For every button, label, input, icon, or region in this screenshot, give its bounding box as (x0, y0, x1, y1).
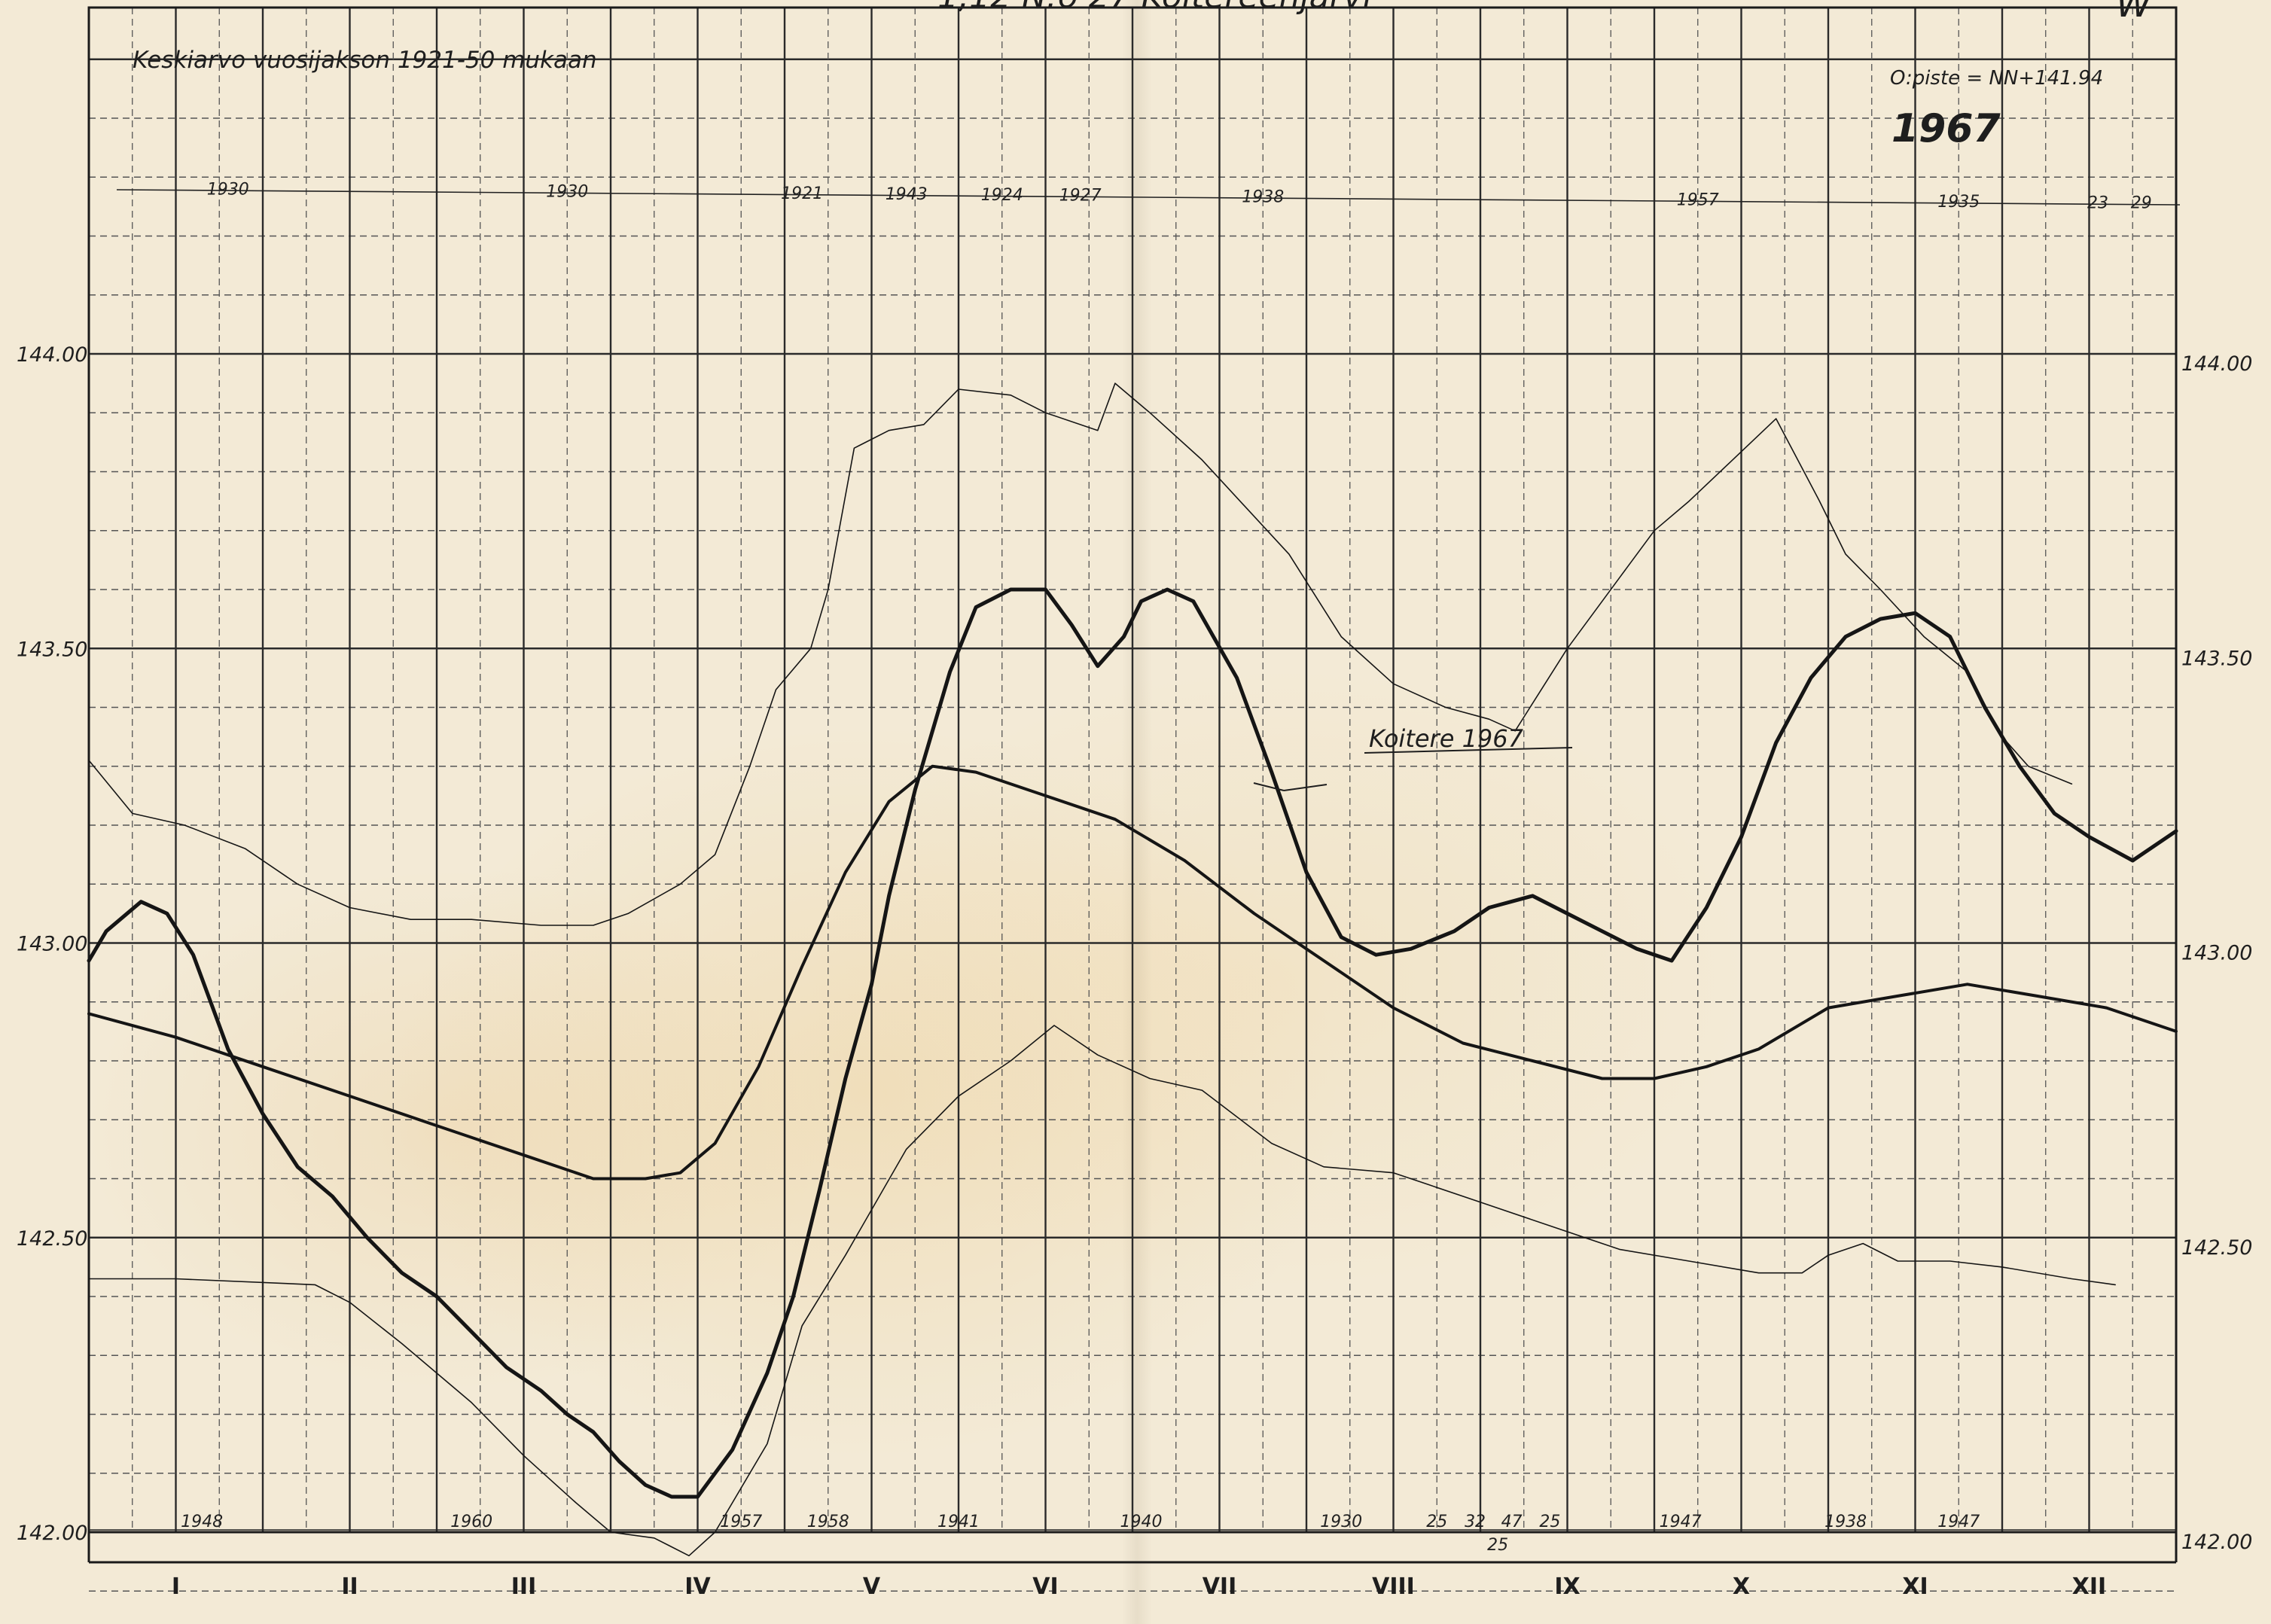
y-tick-label-left: 142.50 (17, 1227, 87, 1251)
month-label: XI (1902, 1574, 1928, 1600)
top-record-year: 1927 (1059, 187, 1102, 206)
tick-labels: 142.00 142.00 142.50 142.50 143.00 143.00 143.… (17, 343, 2252, 1600)
top-record-year: 23 (2087, 193, 2108, 212)
month-label: VII (1203, 1574, 1237, 1600)
month-label: VIII (1372, 1574, 1415, 1600)
annotation-leader (1283, 784, 1328, 791)
bottom-record-year: 25 (1426, 1513, 1447, 1531)
annotation-underline (1364, 747, 1573, 754)
chart-subtitle: Keskiarvo vuosijakson 1921-50 mukaan (133, 47, 597, 74)
bottom-record-year: 47 (1501, 1513, 1523, 1531)
month-label: III (511, 1574, 537, 1600)
bottom-record-year: 25 (1487, 1536, 1508, 1555)
bottom-record-year: 1940 (1120, 1513, 1163, 1531)
top-record-year: 1938 (1242, 187, 1284, 206)
annotation-leader-end (1253, 782, 1285, 791)
month-label: I (172, 1574, 180, 1600)
plot-frame (87, 6, 2178, 1564)
month-label: VI (1032, 1574, 1058, 1600)
bottom-record-year: 32 (1465, 1513, 1486, 1531)
bottom-record-year: 1947 (1937, 1513, 1980, 1531)
bottom-record-year: 1957 (720, 1513, 762, 1531)
bottom-record-year: 1958 (807, 1513, 849, 1531)
bottom-record-year: 1948 (181, 1513, 223, 1531)
y-tick-label-right: 143.50 (2181, 647, 2252, 670)
y-tick-label-right: 143.00 (2181, 942, 2252, 965)
bottom-record-year: 1941 (937, 1513, 980, 1531)
series-line-min (88, 1025, 2116, 1557)
grid (87, 8, 2178, 1592)
y-tick-label-left: 142.00 (17, 1522, 87, 1545)
bottom-record-year: 1947 (1660, 1513, 1702, 1531)
y-tick-label-right: 142.50 (2181, 1236, 2252, 1260)
y-tick-label-left: 143.50 (17, 638, 87, 661)
record-year-rows: 1930 1930 1921 1943 1924 1927 1938 1957 1935 23 29… (89, 180, 2181, 1555)
top-record-year: 1943 (886, 185, 928, 204)
top-record-year: 1921 (781, 184, 823, 203)
month-label: V (863, 1574, 881, 1600)
annotation-koitere: Koitere 1967 (1369, 724, 1524, 753)
month-label: IV (684, 1574, 711, 1600)
zero-point-note: O:piste = NN+141.94 (1890, 67, 2103, 90)
series-line-y1967 (87, 587, 2178, 1499)
month-label: X (1733, 1574, 1750, 1600)
bottom-record-year: 1960 (450, 1513, 492, 1531)
top-record-year: 1924 (981, 186, 1023, 205)
series-line-max (88, 382, 2073, 926)
month-label: IX (1554, 1574, 1580, 1600)
corner-mark: W (2116, 0, 2153, 26)
month-label: II (341, 1574, 358, 1600)
plot-border (87, 6, 2178, 1534)
top-record-year: 29 (2131, 194, 2152, 213)
top-record-year: 1930 (546, 183, 588, 202)
series-line-mean (87, 764, 2178, 1181)
month-label: XII (2072, 1574, 2106, 1600)
top-year-row-line (116, 189, 2181, 206)
y-tick-label-right: 142.00 (2181, 1531, 2252, 1554)
bottom-record-year: 1930 (1320, 1513, 1362, 1531)
top-record-year: 1957 (1677, 190, 1719, 209)
chart-title: 1,12 N:o 27 Koitereenjärvi (937, 0, 1373, 16)
top-record-year: 1935 (1937, 193, 1980, 212)
series-layer (87, 382, 2178, 1557)
y-tick-label-left: 144.00 (17, 343, 87, 367)
y-tick-label-right: 144.00 (2181, 352, 2252, 376)
top-record-year: 1930 (207, 180, 249, 199)
bottom-record-year: 1938 (1824, 1513, 1867, 1531)
bottom-record-year: 25 (1539, 1513, 1560, 1531)
paper-fold (1122, 0, 1152, 1624)
year-label: 1967 (1891, 106, 2001, 151)
y-tick-label-left: 143.00 (17, 933, 87, 956)
